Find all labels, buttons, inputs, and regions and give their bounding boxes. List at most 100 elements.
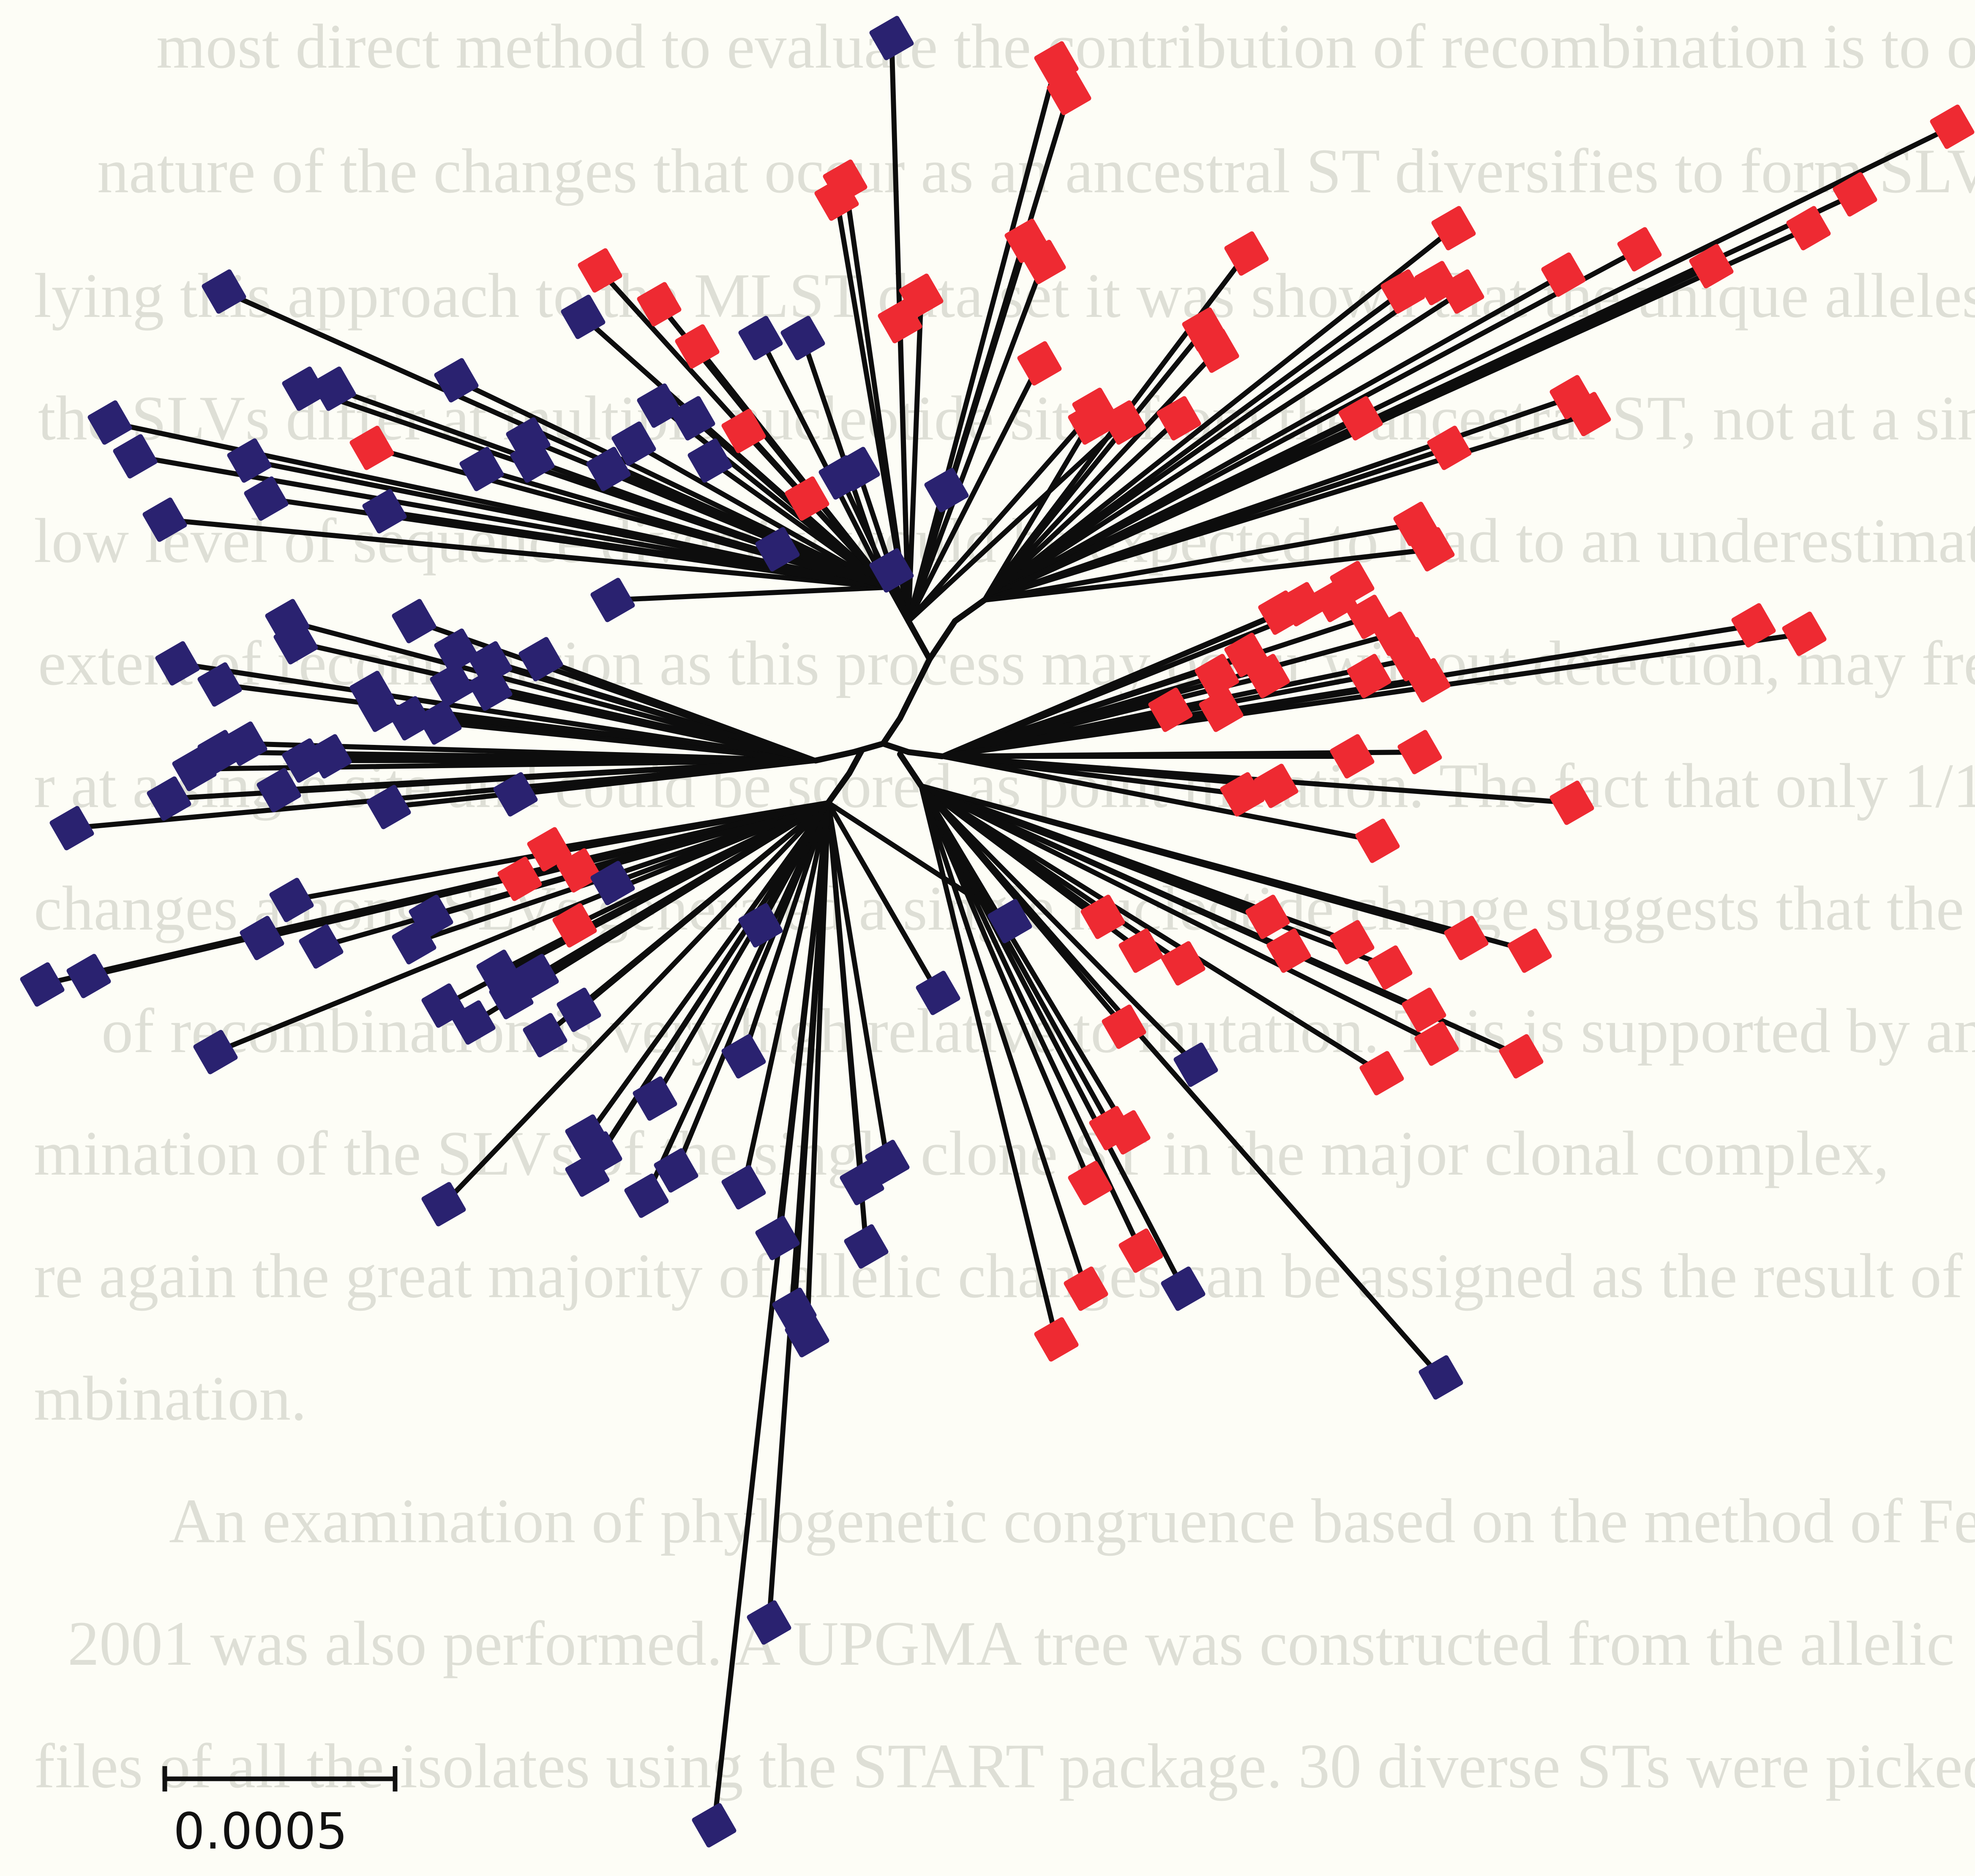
tip-marker-red — [1541, 252, 1586, 297]
tip-marker-red — [1782, 611, 1827, 656]
tip-marker-blue — [468, 666, 513, 711]
tip-marker-blue — [202, 269, 246, 314]
tip-marker-blue — [755, 527, 800, 572]
tip-marker-blue — [865, 1140, 910, 1184]
tip-marker-blue — [434, 628, 479, 673]
tip-marker-red — [1021, 240, 1066, 284]
tip-marker-blue — [556, 987, 601, 1032]
tip-marker-red — [1406, 658, 1451, 703]
tip-marker-blue — [561, 294, 606, 339]
tip-marker-blue — [514, 954, 559, 998]
tree-leaf-branch — [162, 517, 890, 590]
tree-leaf-branch — [576, 800, 831, 1012]
tip-marker-red — [1380, 269, 1425, 314]
tree-internal-branch — [906, 749, 945, 759]
tree-internal-branch — [906, 618, 933, 662]
tree-leaf-branch — [454, 378, 890, 590]
tip-marker-red — [1410, 527, 1455, 572]
tip-marker-red — [1068, 400, 1113, 445]
tree-leaf-branch — [293, 640, 818, 763]
tip-marker-blue — [273, 620, 318, 665]
tip-marker-red — [1414, 1021, 1459, 1066]
tree-leaf-branch — [940, 623, 1756, 759]
tip-marker-red — [1444, 916, 1489, 960]
tip-marker-red — [1330, 920, 1375, 965]
tree-leaf-branch — [86, 800, 831, 979]
tip-marker-red — [497, 856, 542, 901]
tree-leaf-branch — [906, 259, 1046, 624]
tip-marker-red — [1245, 894, 1290, 939]
bg-text-line-15: files of all the isolates using the STAR… — [34, 1731, 1975, 1801]
tree-leaf-branch — [657, 403, 890, 590]
tree-internal-branch — [897, 751, 924, 789]
tip-marker-blue — [430, 662, 475, 707]
tree-leaf-branch — [982, 416, 1181, 603]
tip-marker-blue — [392, 599, 436, 644]
tip-marker-blue — [916, 971, 960, 1015]
tip-marker-red — [1118, 928, 1163, 973]
tip-marker-red — [1106, 1110, 1151, 1155]
tip-marker-blue — [366, 785, 411, 829]
tree-leaf-branch — [826, 800, 941, 995]
tip-marker-blue — [155, 641, 200, 686]
tip-marker-red — [1017, 341, 1062, 386]
tip-marker-blue — [869, 16, 914, 60]
tree-leaf-branch — [982, 289, 1465, 603]
tip-marker-red — [1731, 603, 1776, 648]
tree-leaf-branch — [982, 247, 1642, 603]
tree-leaf-branch — [982, 348, 1219, 603]
tip-marker-blue — [671, 396, 715, 441]
tip-marker-blue — [611, 421, 656, 466]
tree-leaf-branch — [805, 800, 831, 1338]
tree-leaf-branch — [906, 407, 1097, 624]
tree-leaf-branch — [488, 661, 818, 763]
tip-marker-blue — [785, 1313, 829, 1358]
tip-marker-blue — [227, 438, 272, 483]
tip-marker-blue — [451, 1000, 496, 1045]
tip-marker-blue — [193, 1030, 238, 1074]
tip-marker-blue — [721, 1034, 766, 1079]
tip-marker-blue — [476, 949, 521, 994]
tip-marker-blue — [493, 772, 538, 817]
tree-leaf-branch — [758, 335, 890, 590]
tree-leaf-branch — [712, 800, 831, 1828]
tip-marker-blue — [362, 489, 407, 534]
tip-marker-red — [1118, 1228, 1163, 1273]
tree-leaf-branch — [919, 783, 1088, 1291]
tip-marker-blue — [510, 438, 555, 483]
tip-marker-red — [1427, 425, 1472, 470]
tip-marker-blue — [633, 1076, 677, 1121]
tip-marker-red — [675, 324, 720, 369]
tip-marker-blue — [624, 1173, 669, 1218]
tree-leaf-branch — [606, 466, 890, 590]
tip-marker-red — [1833, 172, 1877, 217]
tree-leaf-branch — [538, 657, 818, 763]
tip-marker-blue — [87, 400, 132, 445]
tip-marker-red — [1330, 734, 1375, 779]
tip-marker-red — [1786, 206, 1831, 251]
tip-marker-red — [527, 827, 572, 872]
scale-bar-label: 0.0005 — [173, 1802, 348, 1860]
tree-leaf-branch — [826, 800, 890, 1164]
tip-marker-blue — [113, 434, 158, 479]
tip-marker-red — [1080, 894, 1125, 939]
tree-internal-branch — [880, 715, 903, 747]
tree-internal-branch — [952, 597, 988, 624]
tree-leaf-branch — [652, 800, 831, 1101]
tree-leaf-branch — [631, 441, 890, 590]
tip-marker-blue — [142, 497, 187, 542]
tree-leaf-branch — [919, 783, 1186, 1291]
tree-leaf-branch — [982, 416, 1363, 603]
tip-marker-blue — [518, 637, 563, 682]
tip-marker-blue — [434, 358, 479, 403]
tip-marker-red — [814, 176, 859, 221]
tip-marker-blue — [590, 861, 635, 905]
tip-marker-blue — [66, 954, 111, 998]
tip-marker-red — [1047, 71, 1091, 115]
tip-marker-blue — [269, 878, 314, 922]
tree-leaf-branch — [982, 547, 1435, 603]
tip-marker-red — [1549, 780, 1594, 825]
tip-marker-blue — [590, 578, 635, 622]
tip-marker-red — [1199, 687, 1244, 732]
